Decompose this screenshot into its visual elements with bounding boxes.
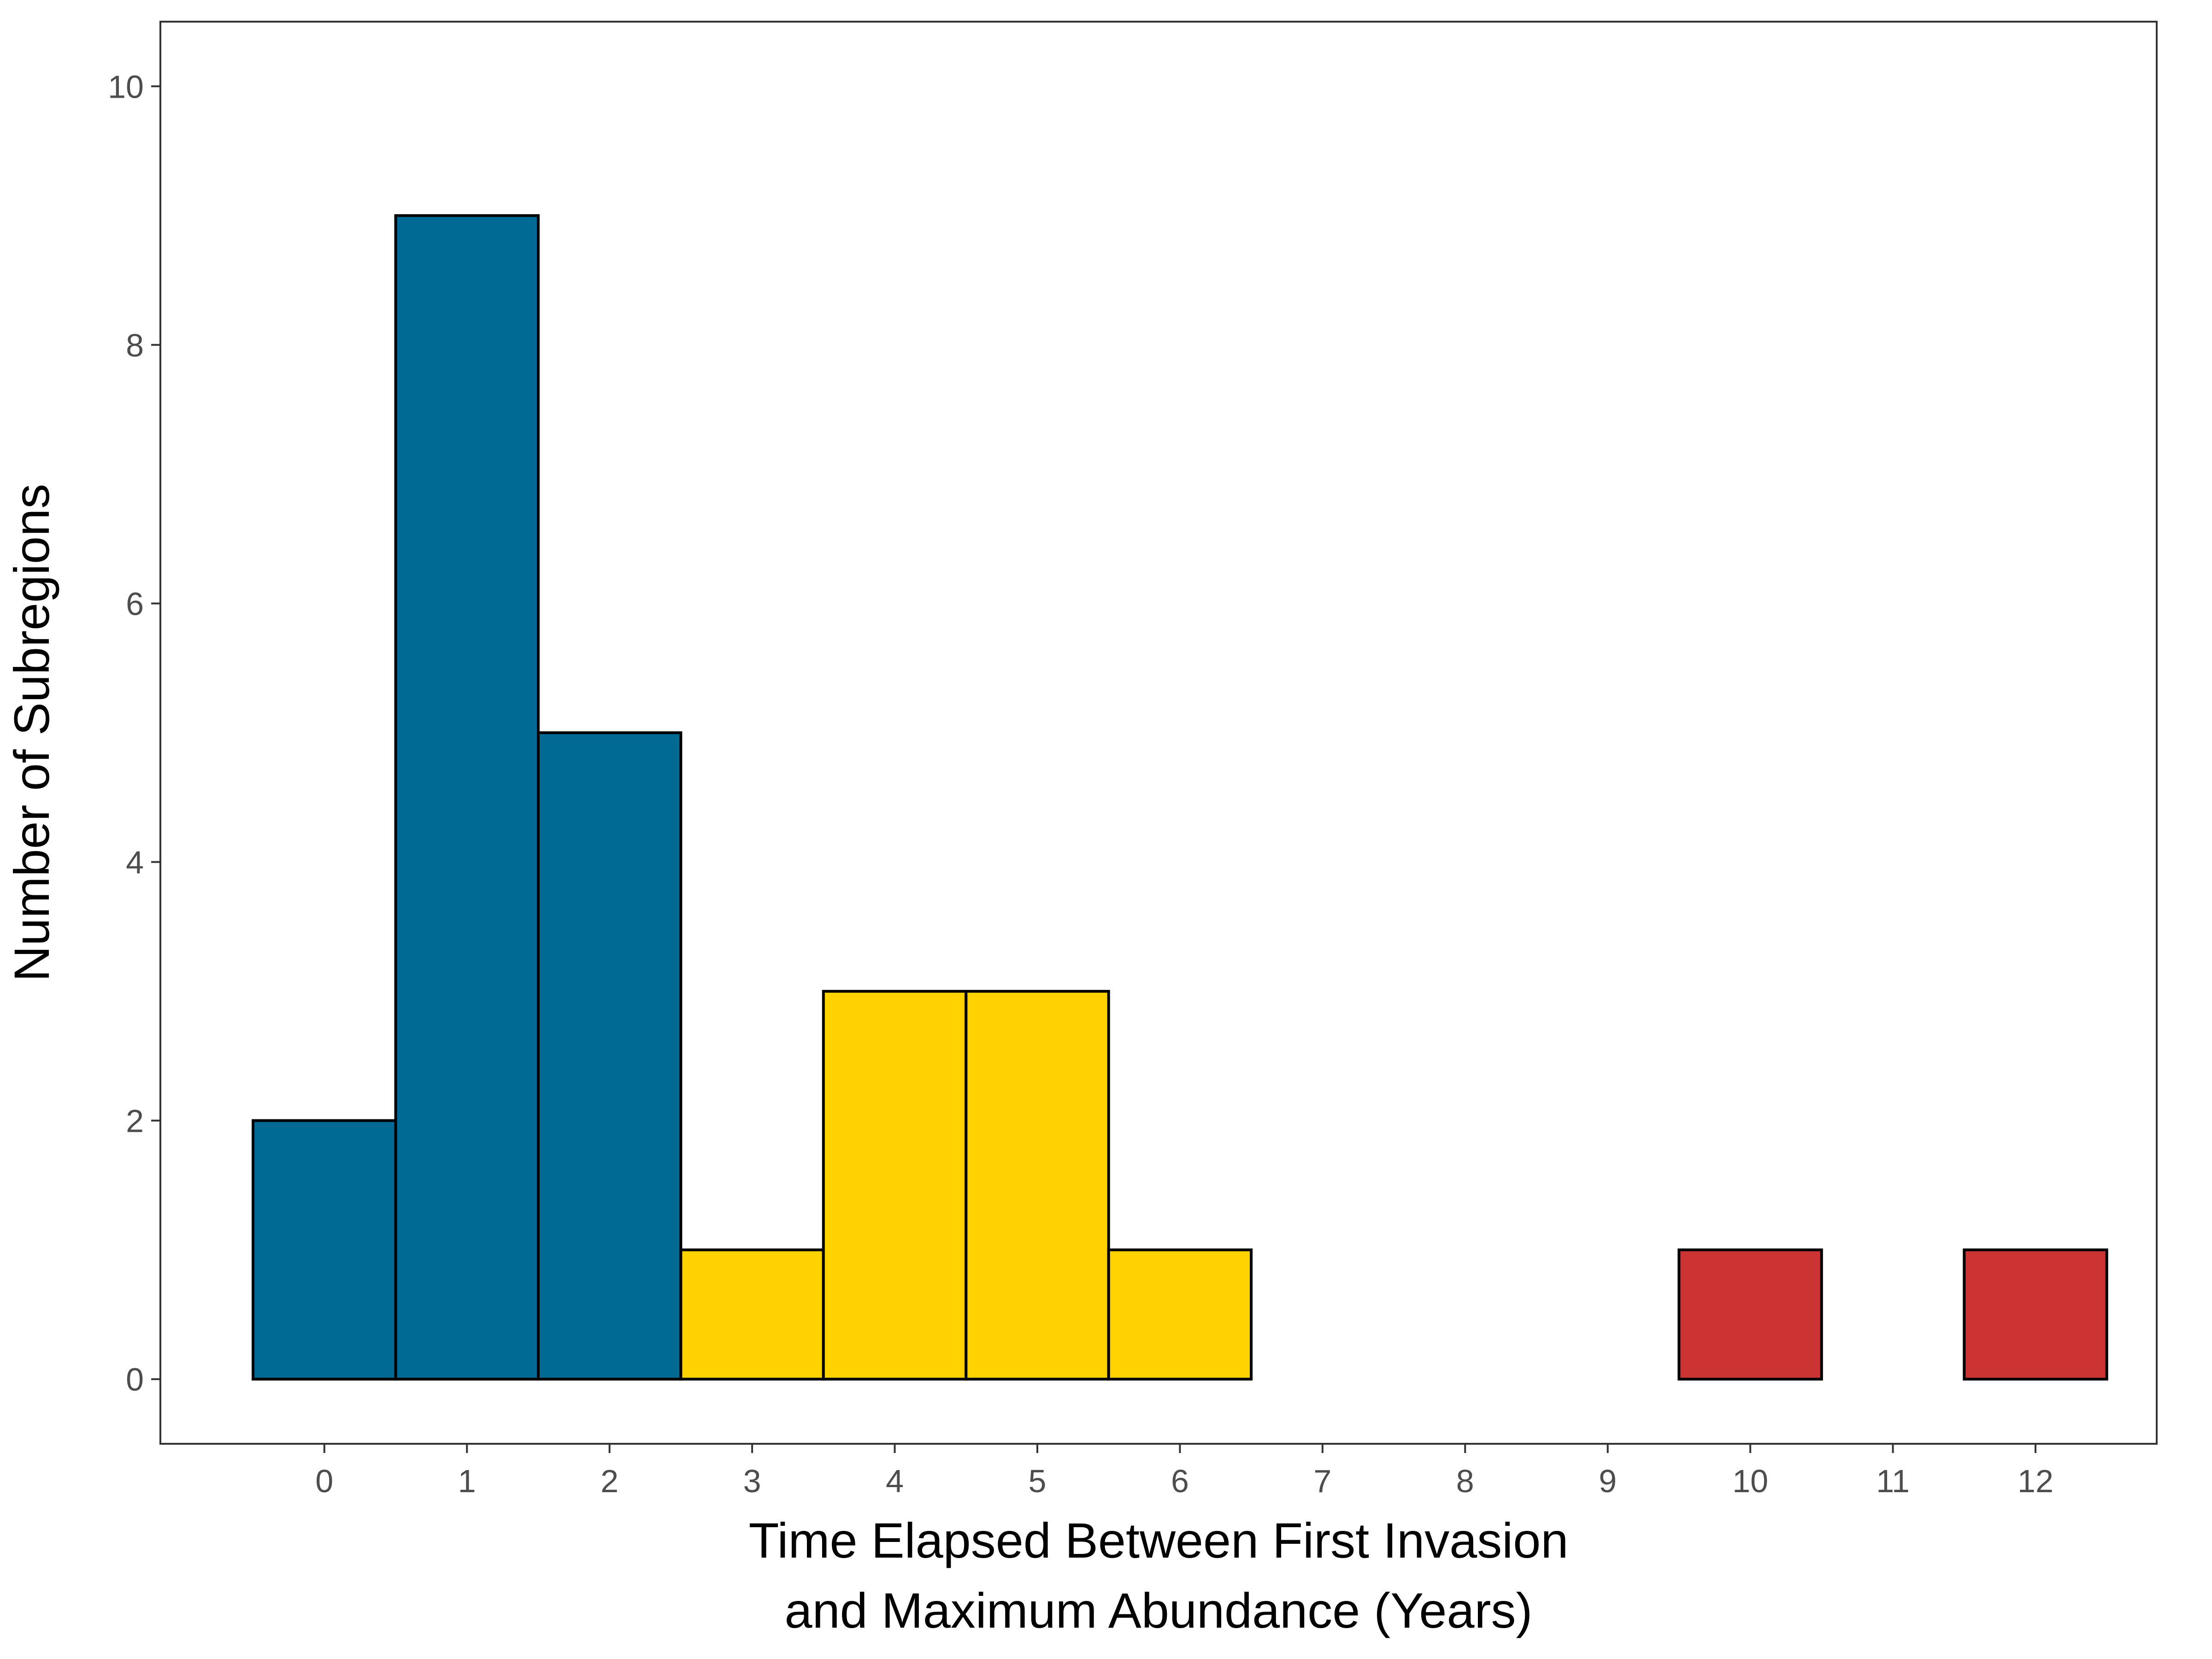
x-tick-label: 5 — [1029, 1463, 1047, 1499]
x-axis-title-line-2: and Maximum Abundance (Years) — [785, 1583, 1533, 1638]
x-tick-label: 12 — [2018, 1463, 2053, 1499]
histogram-bar-5 — [965, 990, 1110, 1381]
histogram-bar-1 — [394, 214, 540, 1381]
x-tick-label: 11 — [1876, 1463, 1910, 1499]
y-tick-label: 0 — [126, 1362, 144, 1398]
bars-layer — [252, 214, 2108, 1381]
histogram-bar-6 — [1107, 1248, 1253, 1381]
x-tick-label: 0 — [315, 1463, 333, 1499]
x-tick-label: 10 — [1732, 1463, 1768, 1499]
x-tick-label: 7 — [1313, 1463, 1331, 1499]
x-tick-label: 3 — [743, 1463, 761, 1499]
histogram-bar-2 — [537, 731, 682, 1381]
histogram-bar-3 — [679, 1248, 825, 1381]
histogram-bar-0 — [252, 1119, 397, 1381]
x-axis: 0 1 2 3 4 5 6 7 8 9 10 11 12 — [315, 1444, 2053, 1499]
y-tick-label: 8 — [126, 327, 144, 363]
x-tick-label: 4 — [886, 1463, 904, 1499]
y-tick-label: 2 — [126, 1103, 144, 1139]
y-axis-title: Number of Subregions — [4, 484, 59, 982]
y-tick-label: 4 — [126, 845, 144, 881]
x-axis-title-line-1: Time Elapsed Between First Invasion — [749, 1512, 1569, 1568]
y-tick-label: 6 — [126, 586, 144, 622]
y-axis: 0 2 4 6 8 10 — [108, 69, 160, 1398]
histogram-bar-10 — [1677, 1248, 1823, 1381]
x-tick-label: 8 — [1456, 1463, 1474, 1499]
histogram-bar-12 — [1963, 1248, 2108, 1381]
x-tick-label: 6 — [1171, 1463, 1189, 1499]
y-tick-label: 10 — [108, 69, 144, 105]
x-tick-label: 1 — [458, 1463, 476, 1499]
histogram-bar-4 — [822, 990, 968, 1381]
x-tick-label: 9 — [1599, 1463, 1617, 1499]
x-tick-label: 2 — [600, 1463, 618, 1499]
